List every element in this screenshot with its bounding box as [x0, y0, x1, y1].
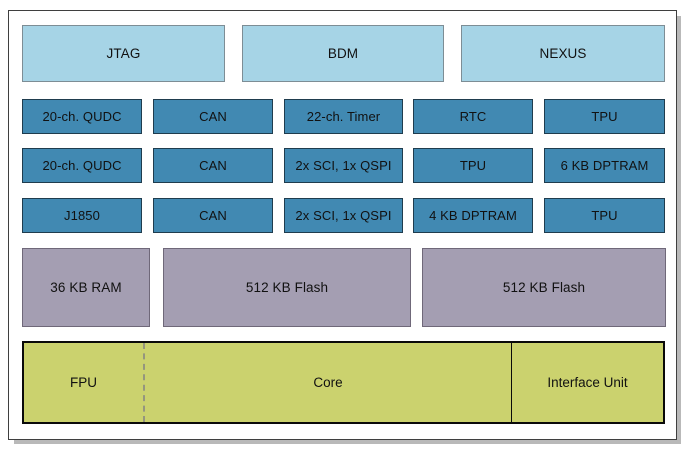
block-jtag-label: JTAG [106, 46, 141, 61]
block-20ch-qudc-2: 20-ch. QUDC [22, 148, 142, 183]
block-label: TPU [591, 109, 618, 124]
block-tpu-1: TPU [544, 99, 665, 134]
block-20ch-qudc-1: 20-ch. QUDC [22, 99, 142, 134]
diagram-frame: JTAG BDM NEXUS 20-ch. QUDC CAN 22-ch. Ti… [8, 10, 677, 440]
block-label: 512 KB Flash [245, 280, 329, 295]
block-j1850: J1850 [22, 198, 142, 233]
section-interface-unit-label: Interface Unit [547, 374, 628, 390]
block-label: J1850 [64, 208, 100, 223]
block-512kb-flash-2: 512 KB Flash [422, 248, 666, 327]
block-can-1: CAN [153, 99, 273, 134]
block-label: 2x SCI, 1x QSPI [295, 158, 392, 173]
block-label: TPU [591, 208, 618, 223]
block-label: 6 KB DPTRAM [560, 158, 649, 173]
block-core-complex: FPU Core Interface Unit [22, 341, 665, 424]
block-nexus-label: NEXUS [539, 46, 587, 61]
block-rtc: RTC [413, 99, 533, 134]
block-nexus: NEXUS [461, 25, 665, 82]
block-label: 36 KB RAM [50, 280, 122, 295]
block-tpu-3: TPU [544, 198, 665, 233]
block-4kb-dptram: 4 KB DPTRAM [413, 198, 533, 233]
block-label: RTC [459, 109, 487, 124]
block-22ch-timer: 22-ch. Timer [284, 99, 403, 134]
block-can-3: CAN [153, 198, 273, 233]
block-bdm: BDM [242, 25, 444, 82]
block-512kb-flash-1: 512 KB Flash [163, 248, 411, 327]
block-36kb-ram: 36 KB RAM [22, 248, 150, 327]
block-label: CAN [199, 208, 227, 223]
block-sci-qspi-2: 2x SCI, 1x QSPI [284, 198, 403, 233]
block-label: 20-ch. QUDC [42, 158, 122, 173]
block-6kb-dptram: 6 KB DPTRAM [544, 148, 665, 183]
block-sci-qspi-1: 2x SCI, 1x QSPI [284, 148, 403, 183]
section-core-label: Core [313, 375, 343, 390]
block-tpu-2: TPU [413, 148, 533, 183]
block-label: CAN [199, 109, 227, 124]
block-jtag: JTAG [22, 25, 225, 82]
block-bdm-label: BDM [327, 46, 359, 61]
block-label: 4 KB DPTRAM [429, 208, 517, 223]
block-label: 2x SCI, 1x QSPI [295, 208, 392, 223]
block-label: TPU [459, 158, 487, 173]
block-label: CAN [199, 158, 227, 173]
section-interface-unit: Interface Unit [511, 343, 663, 422]
section-fpu-label: FPU [70, 375, 97, 390]
block-label: 20-ch. QUDC [42, 109, 122, 124]
block-can-2: CAN [153, 148, 273, 183]
block-label: 512 KB Flash [502, 280, 586, 295]
block-label: 22-ch. Timer [306, 109, 381, 124]
section-fpu: FPU [24, 343, 145, 422]
section-core: Core [145, 343, 511, 422]
